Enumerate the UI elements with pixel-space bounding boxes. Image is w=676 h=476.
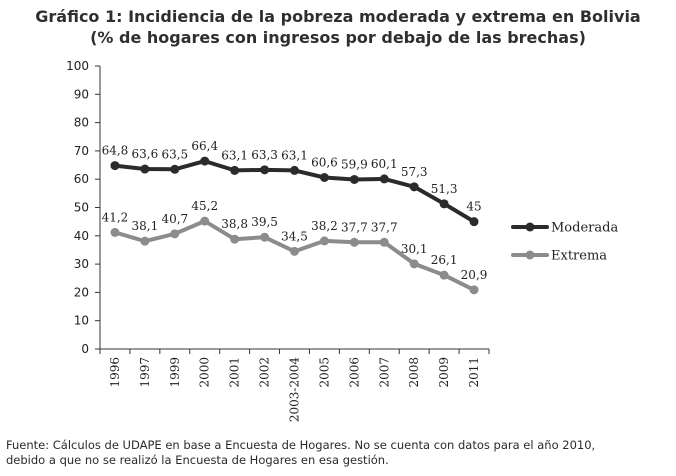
legend-label-extrema: Extrema <box>551 249 607 264</box>
data-point-extrema <box>260 232 270 242</box>
source-footnote: Fuente: Cálculos de UDAPE en base a Encu… <box>6 438 674 468</box>
x-tick-label: 2000 <box>198 357 212 388</box>
line-chart: 0 10 20 30 40 50 60 70 80 90 100 1996 1997 1999 2000 20… <box>66 59 618 422</box>
y-tick-label: 40 <box>74 229 89 243</box>
data-label-extrema: 39,5 <box>251 215 278 229</box>
legend-marker-extrema <box>525 250 535 260</box>
x-tick-label: 2009 <box>437 357 451 388</box>
x-tick-label: 1999 <box>168 357 182 388</box>
data-point-moderada <box>439 199 449 209</box>
data-point-extrema <box>319 236 329 246</box>
data-label-extrema: 38,1 <box>132 219 159 233</box>
data-label-moderada: 66,4 <box>191 139 218 153</box>
data-point-moderada <box>230 165 240 175</box>
x-tick-label: 2008 <box>407 357 421 388</box>
data-label-moderada: 63,3 <box>251 148 278 162</box>
data-label-extrema: 38,2 <box>311 219 338 233</box>
x-tick-label: 2005 <box>317 357 331 388</box>
x-tick-label: 2001 <box>228 357 242 388</box>
data-point-extrema <box>200 216 210 226</box>
data-label-extrema: 26,1 <box>431 253 458 267</box>
data-point-moderada <box>469 217 479 227</box>
legend-label-moderada: Moderada <box>551 221 618 236</box>
data-label-moderada: 51,3 <box>431 182 458 196</box>
data-label-moderada: 59,9 <box>341 157 368 171</box>
data-label-moderada: 60,1 <box>371 157 398 171</box>
x-tick-label: 2007 <box>377 357 391 388</box>
data-point-moderada <box>409 182 419 192</box>
data-point-moderada <box>379 174 389 184</box>
data-label-extrema: 37,7 <box>341 220 368 234</box>
data-point-moderada <box>200 156 210 166</box>
data-label-moderada: 64,8 <box>102 144 129 158</box>
data-point-moderada <box>349 174 359 184</box>
y-tick-label: 70 <box>74 144 89 158</box>
x-tick-label: 2011 <box>467 357 481 388</box>
legend-marker-moderada <box>525 222 535 232</box>
data-label-moderada: 63,1 <box>281 148 308 162</box>
data-point-extrema <box>469 285 479 295</box>
data-label-moderada: 63,5 <box>161 147 188 161</box>
y-tick-label: 0 <box>81 342 89 356</box>
data-label-moderada: 63,6 <box>132 147 159 161</box>
data-label-extrema: 37,7 <box>371 220 398 234</box>
data-point-moderada <box>110 161 120 171</box>
data-label-extrema: 41,2 <box>102 210 129 224</box>
data-point-moderada <box>140 164 150 174</box>
data-label-moderada: 63,1 <box>221 148 248 162</box>
data-label-extrema: 38,8 <box>221 217 248 231</box>
data-label-extrema: 45,2 <box>191 199 218 213</box>
data-point-extrema <box>409 259 419 269</box>
data-label-moderada: 57,3 <box>401 165 428 179</box>
x-tick-label: 1997 <box>138 357 152 388</box>
footnote-line-1: Fuente: Cálculos de UDAPE en base a Encu… <box>6 438 596 452</box>
y-tick-label: 50 <box>74 201 89 215</box>
y-tick-label: 90 <box>74 87 89 101</box>
data-point-extrema <box>140 236 150 246</box>
x-tick-label: 1996 <box>108 357 122 388</box>
data-point-extrema <box>110 227 120 237</box>
footnote-line-2: debido a que no se realizó la Encuesta d… <box>6 453 389 467</box>
y-tick-label: 100 <box>66 59 89 73</box>
data-point-moderada <box>260 165 270 175</box>
data-label-extrema: 20,9 <box>461 268 488 282</box>
data-point-moderada <box>170 164 180 174</box>
x-tick-label: 2003-2004 <box>288 357 302 422</box>
data-point-moderada <box>290 165 299 175</box>
x-tick-label: 2006 <box>347 357 361 388</box>
data-label-moderada: 45 <box>466 200 481 214</box>
chart-title-line-1: Gráfico 1: Incidiencia de la pobreza mod… <box>35 7 641 26</box>
data-label-extrema: 40,7 <box>161 212 188 226</box>
data-point-extrema <box>230 234 240 244</box>
data-point-extrema <box>349 237 359 247</box>
y-tick-label: 80 <box>74 116 89 130</box>
chart-title: Gráfico 1: Incidiencia de la pobreza mod… <box>0 6 676 48</box>
data-point-extrema <box>290 246 299 256</box>
y-tick-label: 30 <box>74 257 89 271</box>
data-point-moderada <box>319 173 329 183</box>
x-tick-label: 2002 <box>258 357 272 388</box>
data-point-extrema <box>379 237 389 247</box>
chart-title-line-2: (% de hogares con ingresos por debajo de… <box>90 28 586 47</box>
data-point-extrema <box>170 229 180 239</box>
data-label-extrema: 34,5 <box>281 229 308 243</box>
y-tick-label: 60 <box>74 172 89 186</box>
data-label-extrema: 30,1 <box>401 242 428 256</box>
y-tick-label: 20 <box>74 285 89 299</box>
y-tick-label: 10 <box>74 314 89 328</box>
data-point-extrema <box>439 270 449 280</box>
data-label-moderada: 60,6 <box>311 156 338 170</box>
